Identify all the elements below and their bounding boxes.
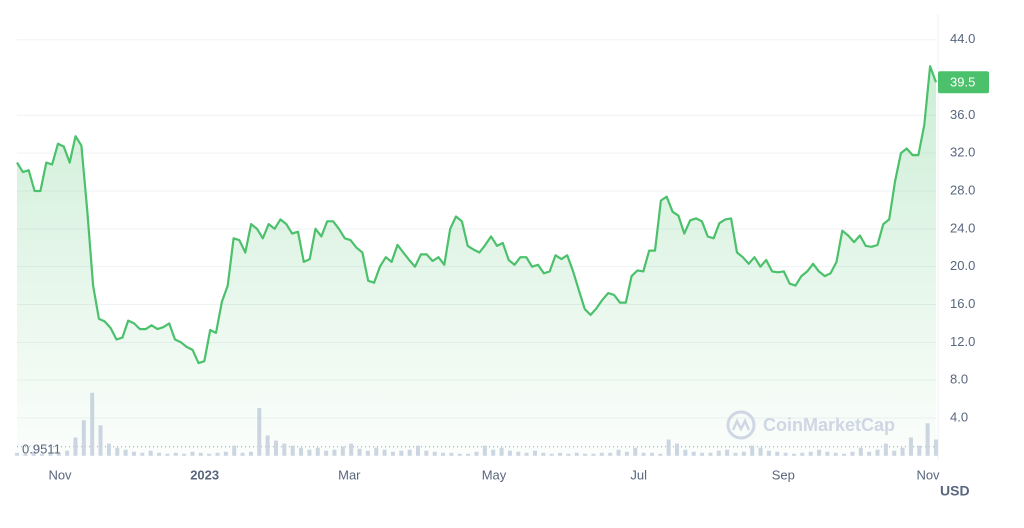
watermark-text: CoinMarketCap xyxy=(763,415,895,435)
x-tick-label: Nov xyxy=(48,467,72,482)
x-tick-label: Sep xyxy=(772,467,795,482)
x-tick-label: Jul xyxy=(630,467,647,482)
y-tick-label: 8.0 xyxy=(950,372,968,387)
price-badge xyxy=(938,71,989,94)
y-tick-label: 12.0 xyxy=(950,334,975,349)
watermark: CoinMarketCap xyxy=(726,410,895,440)
y-tick-label: 36.0 xyxy=(950,107,975,122)
y-tick-label: 24.0 xyxy=(950,220,975,235)
area xyxy=(17,66,936,456)
y-tick-label: 4.0 xyxy=(950,409,968,424)
y-tick-label: 16.0 xyxy=(950,296,975,311)
price-line xyxy=(16,65,938,365)
currency-label: USD xyxy=(940,483,970,499)
y-tick-label: 20.0 xyxy=(950,258,975,273)
x-tick-label: 2023 xyxy=(190,467,219,482)
y-tick-label: 32.0 xyxy=(950,145,975,160)
price-badge-label: 39.5 xyxy=(950,75,975,90)
y-tick-label: 44.0 xyxy=(950,31,975,46)
y-tick-label: 28.0 xyxy=(950,182,975,197)
x-tick-label: Mar xyxy=(338,467,361,482)
x-tick-label: Nov xyxy=(916,467,940,482)
x-tick-label: May xyxy=(482,467,507,482)
min-label: 0.9511 xyxy=(22,441,61,456)
